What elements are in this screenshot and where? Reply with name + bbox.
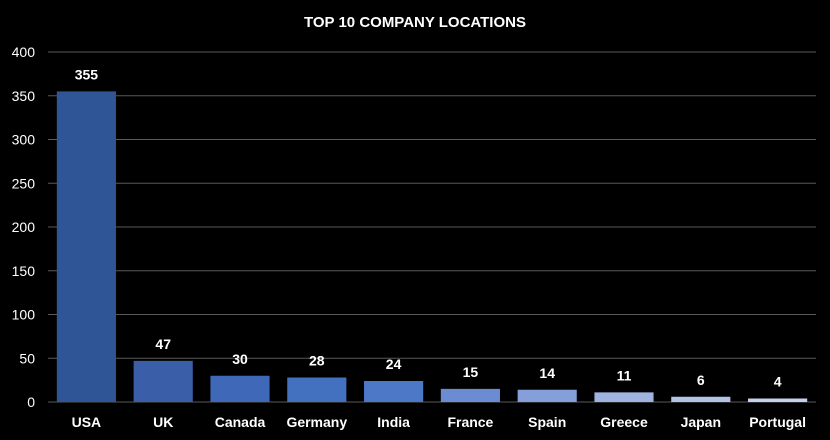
- bar-usa: [56, 91, 116, 402]
- x-tick-label: USA: [72, 414, 102, 430]
- bar-uk: [133, 360, 193, 402]
- bar-japan: [671, 396, 731, 402]
- chart-title: TOP 10 COMPANY LOCATIONS: [304, 14, 526, 31]
- x-tick-label: Germany: [286, 414, 347, 430]
- bar-greece: [594, 392, 654, 402]
- y-tick-label: 100: [12, 307, 36, 323]
- x-axis-ticks: USA UK Canada Germany India France Spain Greece…: [72, 414, 806, 430]
- x-tick-label: Portugal: [749, 414, 806, 430]
- x-tick-label: Canada: [215, 414, 266, 430]
- y-tick-label: 150: [12, 263, 36, 279]
- x-tick-label: UK: [153, 414, 173, 430]
- x-tick-label: France: [447, 414, 493, 430]
- y-tick-label: 250: [12, 175, 36, 191]
- bar-canada: [210, 375, 270, 402]
- y-tick-label: 200: [12, 219, 36, 235]
- x-tick-label: Spain: [528, 414, 566, 430]
- data-label: 24: [386, 356, 402, 372]
- y-axis-ticks: 0 50 100 150 200 250 300 350 400: [12, 44, 36, 410]
- gridlines: [48, 51, 816, 403]
- y-tick-label: 50: [19, 350, 35, 366]
- bar-portugal: [748, 398, 808, 402]
- data-label: 11: [617, 367, 632, 383]
- bar-india: [364, 381, 424, 402]
- bar-france: [440, 388, 500, 402]
- y-tick-label: 300: [12, 132, 36, 148]
- data-label: 47: [155, 336, 171, 352]
- data-label: 6: [697, 372, 705, 388]
- data-label: 30: [232, 351, 248, 367]
- x-tick-label: Japan: [681, 414, 721, 430]
- x-tick-label: Greece: [600, 414, 648, 430]
- bar-spain: [517, 389, 577, 402]
- data-labels: 355 47 30 28 24 15 14 11 6 4: [75, 66, 782, 389]
- data-label: 14: [539, 365, 555, 381]
- bar-germany: [287, 377, 347, 402]
- x-tick-label: India: [377, 414, 410, 430]
- bars: [56, 91, 808, 402]
- data-label: 4: [774, 374, 782, 390]
- data-label: 28: [309, 353, 325, 369]
- data-label: 15: [463, 364, 479, 380]
- y-tick-label: 0: [27, 394, 35, 410]
- y-tick-label: 400: [12, 44, 36, 60]
- y-tick-label: 350: [12, 88, 36, 104]
- data-label: 355: [75, 66, 99, 82]
